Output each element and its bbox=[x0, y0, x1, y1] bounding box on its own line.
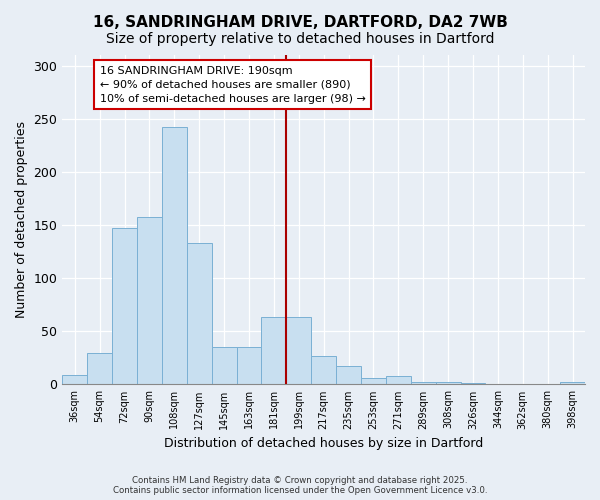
Text: 16, SANDRINGHAM DRIVE, DARTFORD, DA2 7WB: 16, SANDRINGHAM DRIVE, DARTFORD, DA2 7WB bbox=[92, 15, 508, 30]
Bar bbox=[137, 216, 162, 384]
Y-axis label: Number of detached properties: Number of detached properties bbox=[15, 121, 28, 318]
Bar bbox=[386, 376, 411, 384]
Bar bbox=[162, 128, 187, 384]
Bar bbox=[286, 318, 311, 384]
X-axis label: Distribution of detached houses by size in Dartford: Distribution of detached houses by size … bbox=[164, 437, 483, 450]
Text: Size of property relative to detached houses in Dartford: Size of property relative to detached ho… bbox=[106, 32, 494, 46]
Bar bbox=[411, 382, 436, 384]
Bar bbox=[236, 347, 262, 385]
Bar bbox=[262, 318, 286, 384]
Bar bbox=[187, 243, 212, 384]
Bar bbox=[361, 378, 386, 384]
Bar bbox=[112, 228, 137, 384]
Bar bbox=[560, 382, 585, 384]
Bar bbox=[62, 375, 87, 384]
Text: 16 SANDRINGHAM DRIVE: 190sqm
← 90% of detached houses are smaller (890)
10% of s: 16 SANDRINGHAM DRIVE: 190sqm ← 90% of de… bbox=[100, 66, 365, 104]
Bar bbox=[336, 366, 361, 384]
Bar bbox=[436, 382, 461, 384]
Bar bbox=[311, 356, 336, 384]
Text: Contains HM Land Registry data © Crown copyright and database right 2025.
Contai: Contains HM Land Registry data © Crown c… bbox=[113, 476, 487, 495]
Bar bbox=[212, 347, 236, 385]
Bar bbox=[87, 352, 112, 384]
